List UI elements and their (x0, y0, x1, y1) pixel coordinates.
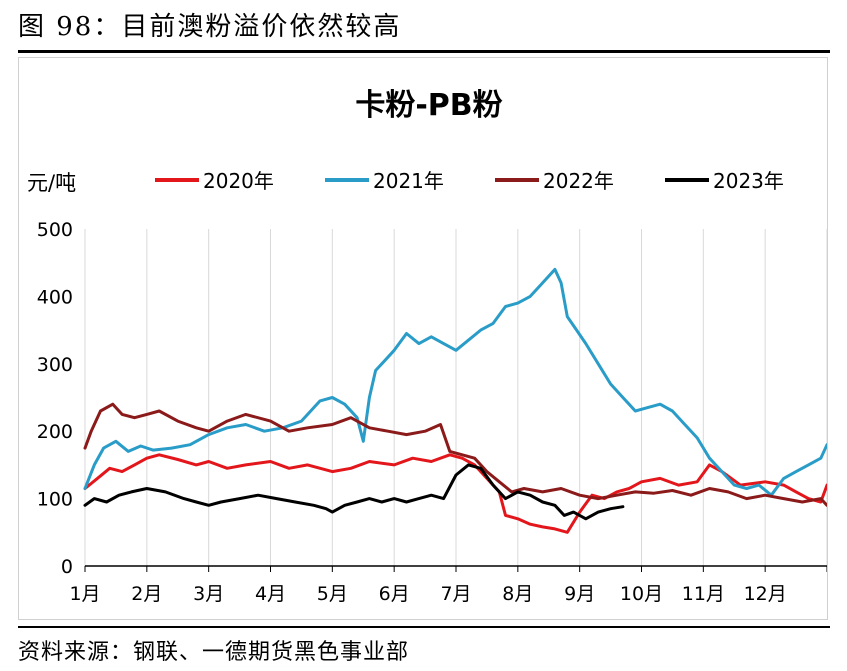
x-tick-label: 4月 (255, 583, 286, 605)
x-tick-label: 6月 (379, 583, 410, 605)
series-line-2 (83, 267, 827, 497)
y-tick-label: 0 (61, 556, 73, 578)
x-tick-label: 1月 (69, 583, 100, 605)
x-tick-label: 7月 (440, 583, 471, 605)
source-note: 资料来源：钢联、一德期货黑色事业部 (18, 640, 410, 665)
x-tick-label: 10月 (620, 583, 663, 605)
legend-label: 2022年 (543, 169, 614, 193)
y-tick-label: 400 (37, 286, 73, 308)
y-tick-label: 300 (37, 354, 73, 376)
top-rule (18, 50, 830, 53)
legend-label: 2020年 (203, 169, 274, 193)
bottom-rule (18, 626, 830, 628)
grid (84, 229, 827, 566)
x-tick-label: 12月 (744, 583, 787, 605)
x-tick-label: 11月 (682, 583, 725, 605)
y-tick-label: 100 (37, 489, 73, 511)
series-group (83, 267, 827, 534)
legend: 2020年 2021年 2022年 2023年 (155, 169, 784, 193)
chart: 卡粉-PB粉 元/吨 2020年 2021年 2022年 2023年 0 100 200 3… (27, 88, 827, 605)
series-line-3 (83, 402, 827, 507)
figure-title: 图 98：目前澳粉溢价依然较高 (18, 12, 402, 42)
x-tick-label: 3月 (193, 583, 224, 605)
y-axis: 0 100 200 300 400 500 (37, 219, 73, 578)
chart-title: 卡粉-PB粉 (355, 88, 502, 123)
x-tick-label: 8月 (502, 583, 533, 605)
x-tick-label: 5月 (317, 583, 348, 605)
y-axis-unit-label: 元/吨 (27, 171, 76, 195)
x-tick-label: 2月 (131, 583, 162, 605)
series-line-4 (83, 463, 625, 521)
legend-label: 2023年 (713, 169, 784, 193)
y-tick-label: 500 (37, 219, 73, 241)
chart-frame: 卡粉-PB粉 元/吨 2020年 2021年 2022年 2023年 0 100 200 3… (18, 57, 828, 620)
y-tick-label: 200 (37, 421, 73, 443)
legend-label: 2021年 (373, 169, 444, 193)
x-tick-label: 9月 (564, 583, 595, 605)
x-axis: 1月 2月 3月 4月 5月 6月 7月 8月 9月 10月 11月 12月 (69, 565, 827, 605)
